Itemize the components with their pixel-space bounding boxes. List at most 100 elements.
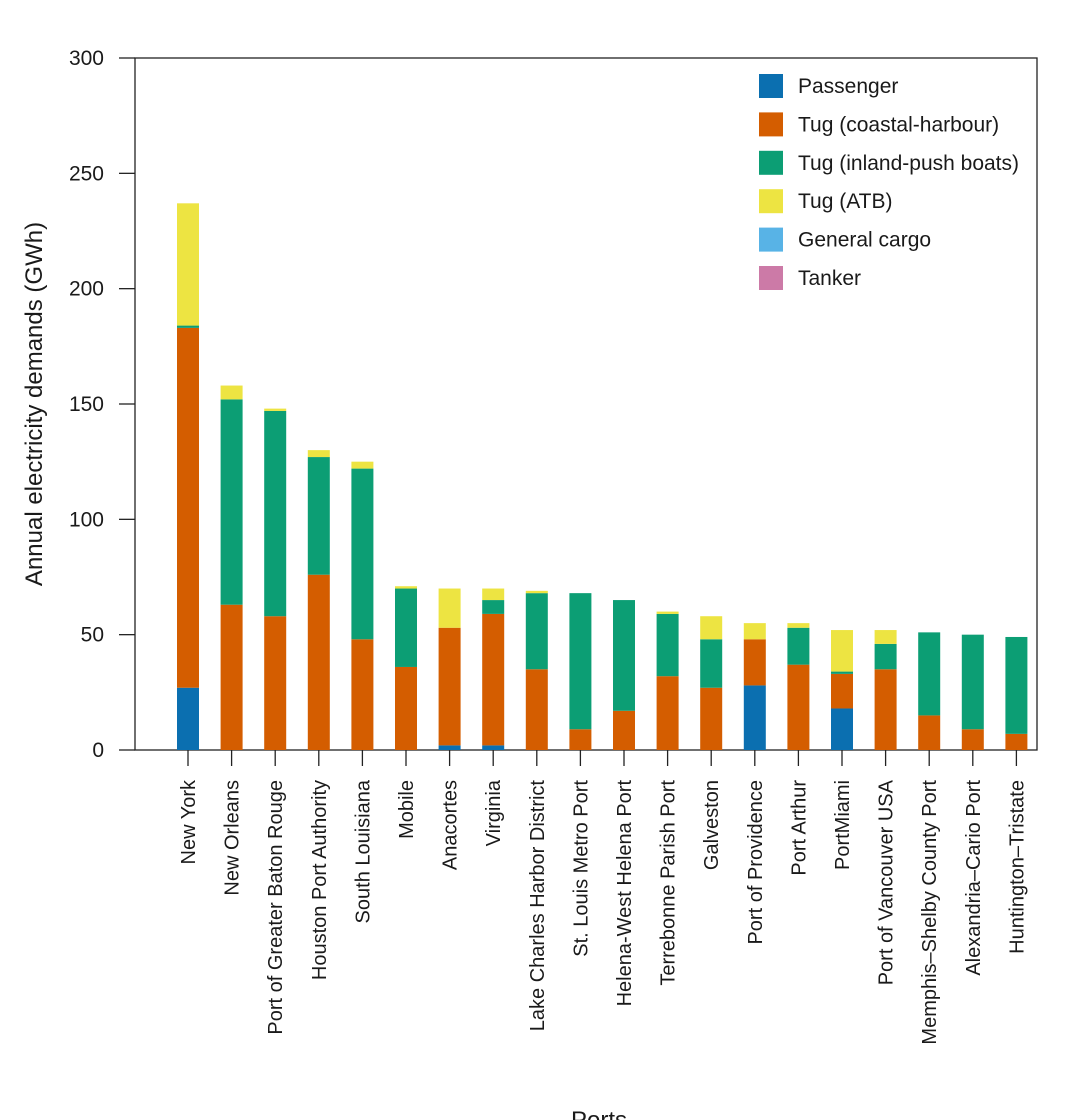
bar-segment bbox=[177, 203, 199, 326]
bar-segment bbox=[220, 385, 243, 400]
legend-item: Tug (ATB) bbox=[759, 189, 893, 214]
bar-stack bbox=[264, 408, 287, 750]
bar-stack bbox=[656, 611, 679, 750]
bar-stack bbox=[482, 588, 505, 750]
x-tick-label: New York bbox=[178, 779, 200, 864]
bar-stack bbox=[1005, 636, 1028, 750]
x-tick-label: PortMiami bbox=[832, 780, 854, 870]
x-tick-label: Port of Greater Baton Rouge bbox=[265, 780, 287, 1035]
bar-segment bbox=[743, 685, 766, 750]
y-axis-title: Annual electricity demands (GWh) bbox=[21, 222, 48, 586]
y-tick-label: 100 bbox=[69, 508, 104, 531]
x-tick-label: Lake Charles Harbor District bbox=[527, 780, 549, 1032]
x-tick-label: Memphis–Shelby County Port bbox=[919, 780, 941, 1045]
x-tick-label: Terrebonne Parish Port bbox=[658, 780, 680, 986]
bar-stack bbox=[743, 623, 766, 750]
bar-segment bbox=[264, 408, 287, 411]
y-tick-label: 0 bbox=[92, 739, 104, 762]
bar-segment bbox=[525, 590, 548, 594]
legend-swatch bbox=[759, 150, 783, 175]
bar-stack bbox=[787, 623, 810, 750]
bar-segment bbox=[918, 632, 941, 716]
bar-stack bbox=[351, 461, 374, 750]
bar-segment bbox=[395, 588, 417, 667]
bar-segment bbox=[351, 639, 374, 750]
bar-stack bbox=[700, 616, 723, 750]
bar-stack bbox=[831, 630, 853, 750]
bar-segment bbox=[787, 623, 810, 628]
bar-segment bbox=[438, 588, 461, 628]
bar-segment bbox=[743, 623, 766, 640]
bar-segment bbox=[961, 634, 984, 730]
bar-segment bbox=[656, 611, 679, 614]
bar-segment bbox=[351, 461, 374, 469]
bar-segment bbox=[177, 325, 199, 328]
bar-segment bbox=[1005, 733, 1028, 750]
bar-segment bbox=[569, 729, 592, 750]
bar-segment bbox=[831, 630, 853, 672]
legend-swatch bbox=[759, 112, 783, 137]
bar-segment bbox=[482, 600, 505, 614]
bar-segment bbox=[831, 671, 853, 674]
x-tick-label: St. Louis Metro Port bbox=[570, 780, 592, 957]
legend-swatch bbox=[759, 266, 783, 290]
legend-item: Passenger bbox=[759, 74, 898, 98]
bar-segment bbox=[482, 745, 505, 750]
legend: Passenger Tug (coastal-harbour) Tug (inlan… bbox=[759, 74, 1019, 290]
x-axis: New York New Orleans Port of Greater Baton… bbox=[178, 750, 1028, 1045]
bar-segment bbox=[743, 639, 766, 686]
bar-segment bbox=[438, 627, 461, 746]
bar-segment bbox=[307, 457, 330, 575]
bar-stack bbox=[918, 632, 941, 750]
bar-segment bbox=[395, 586, 417, 589]
bar-segment bbox=[482, 613, 505, 746]
legend-item: Tug (inland-push boats) bbox=[759, 150, 1019, 175]
bar-segment bbox=[351, 468, 374, 640]
bar-segment bbox=[264, 616, 287, 750]
bar-segment bbox=[874, 630, 897, 644]
bar-segment bbox=[700, 639, 723, 688]
x-tick-label: Mobile bbox=[396, 780, 418, 839]
x-tick-label: Port of Vancouver USA bbox=[876, 779, 898, 985]
bar-segment bbox=[918, 715, 941, 750]
bar-segment bbox=[961, 729, 984, 750]
bar-segment bbox=[700, 687, 723, 750]
bar-segment bbox=[220, 399, 243, 605]
legend-label: Tug (coastal-harbour) bbox=[798, 113, 999, 136]
y-tick-label: 300 bbox=[69, 47, 104, 70]
bar-stack bbox=[395, 586, 417, 750]
bar-stack bbox=[961, 634, 984, 750]
bar-segment bbox=[700, 616, 723, 640]
y-axis: 0 50 100 150 200 250 300 bbox=[69, 47, 135, 762]
legend-item: Tug (coastal-harbour) bbox=[759, 112, 999, 137]
bar-segment bbox=[1005, 636, 1028, 734]
legend-label: Tanker bbox=[798, 267, 861, 290]
bar-segment bbox=[787, 664, 810, 750]
x-tick-label: Port Arthur bbox=[788, 780, 810, 876]
y-tick-label: 200 bbox=[69, 278, 104, 301]
bar-stack bbox=[177, 203, 199, 750]
bar-segment bbox=[264, 410, 287, 617]
bar-segment bbox=[525, 669, 548, 750]
bars bbox=[177, 203, 1028, 750]
bar-segment bbox=[525, 593, 548, 670]
bar-segment bbox=[307, 574, 330, 750]
x-axis-title: Ports bbox=[571, 1107, 627, 1120]
y-tick-label: 250 bbox=[69, 162, 104, 185]
bar-segment bbox=[395, 666, 417, 750]
legend-label: Passenger bbox=[798, 75, 898, 98]
x-tick-label: New Orleans bbox=[222, 780, 244, 896]
bar-segment bbox=[220, 604, 243, 750]
bar-segment bbox=[177, 687, 199, 750]
y-tick-label: 50 bbox=[81, 624, 104, 647]
bar-segment bbox=[656, 676, 679, 750]
bar-stack bbox=[220, 385, 243, 750]
legend-label: General cargo bbox=[798, 229, 931, 252]
x-tick-label: Port of Providence bbox=[745, 780, 767, 945]
x-tick-label: Galveston bbox=[701, 780, 723, 870]
legend-swatch bbox=[759, 227, 783, 252]
bar-stack bbox=[525, 590, 548, 750]
x-tick-label: Helena-West Helena Port bbox=[614, 780, 636, 1007]
bar-stack bbox=[307, 450, 330, 750]
